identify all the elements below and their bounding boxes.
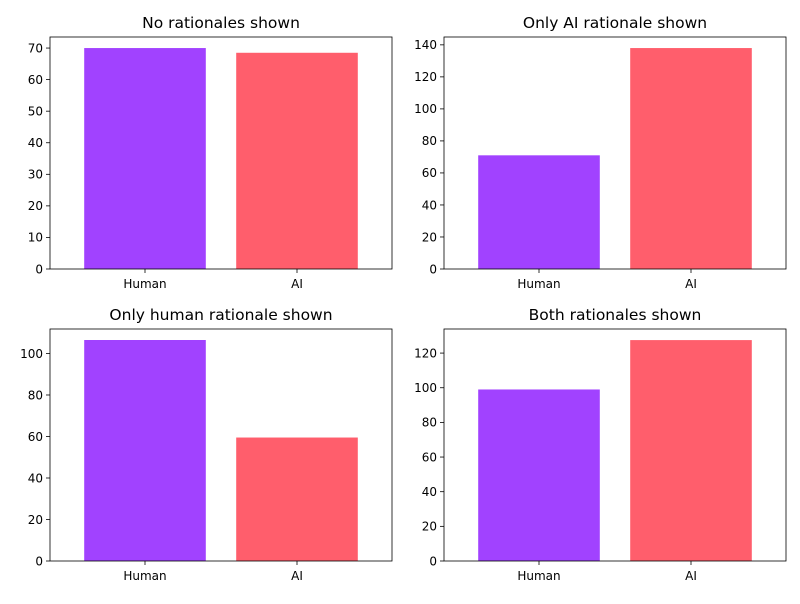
y-tick-label: 60 [422,166,437,180]
bar-human [84,340,206,561]
y-tick-label: 100 [20,347,43,361]
subplot-2: Human AI 0 20 40 60 80 100 120 140 Only AI rationa… [414,14,787,291]
subplot-4: Human AI 0 20 40 60 80 100 120 Both rationales sh… [414,306,787,583]
y-tick-label: 100 [414,102,437,116]
axes-frame [49,36,393,270]
x-tick-label: AI [685,569,697,583]
y-tick-label: 60 [422,450,437,464]
y-tick-label: 40 [422,485,437,499]
subplot-title: Only AI rationale shown [523,14,707,32]
subplot-title: Only human rationale shown [109,306,332,324]
y-tick-label: 40 [28,471,43,485]
axes-frame [443,328,787,562]
y-tick-label: 120 [414,346,437,360]
y-tick-label: 60 [28,73,43,87]
subplot-1: Human AI 0 10 20 30 40 50 60 70 No rationales show… [28,14,393,291]
y-tick-label: 10 [28,231,43,245]
y-tick-label: 60 [28,430,43,444]
subplot-3: Human AI 0 20 40 60 80 100 Only human rationale … [20,306,393,583]
y-tick-label: 20 [422,230,437,244]
y-tick-label: 40 [422,198,437,212]
bar-ai [630,340,752,561]
x-tick-label: AI [291,277,303,291]
y-tick-label: 120 [414,70,437,84]
subplot-title: No rationales shown [142,14,300,32]
bar-human [84,48,206,269]
x-tick-label: AI [685,277,697,291]
x-tick-label: Human [517,277,560,291]
y-tick-label: 70 [28,41,43,55]
x-tick-label: Human [123,569,166,583]
y-tick-label: 80 [422,134,437,148]
y-tick-label: 50 [28,104,43,118]
subplot-title: Both rationales shown [529,306,702,324]
y-tick-label: 0 [35,554,43,568]
y-tick-label: 20 [422,520,437,534]
bar-ai [236,437,358,561]
x-tick-label: Human [123,277,166,291]
y-tick-label: 0 [429,554,437,568]
y-tick-label: 30 [28,168,43,182]
x-tick-label: AI [291,569,303,583]
y-tick-label: 80 [28,388,43,402]
y-tick-label: 0 [429,262,437,276]
bar-ai [630,48,752,269]
bar-human [478,155,600,269]
y-tick-label: 20 [28,513,43,527]
axes-frame [443,36,787,270]
y-tick-label: 0 [35,262,43,276]
y-tick-label: 40 [28,136,43,150]
y-tick-label: 20 [28,199,43,213]
axes-frame [49,328,393,562]
y-tick-label: 140 [414,38,437,52]
y-tick-label: 80 [422,416,437,430]
y-tick-label: 100 [414,381,437,395]
bar-human [478,389,600,561]
x-tick-label: Human [517,569,560,583]
bar-ai [236,52,358,269]
